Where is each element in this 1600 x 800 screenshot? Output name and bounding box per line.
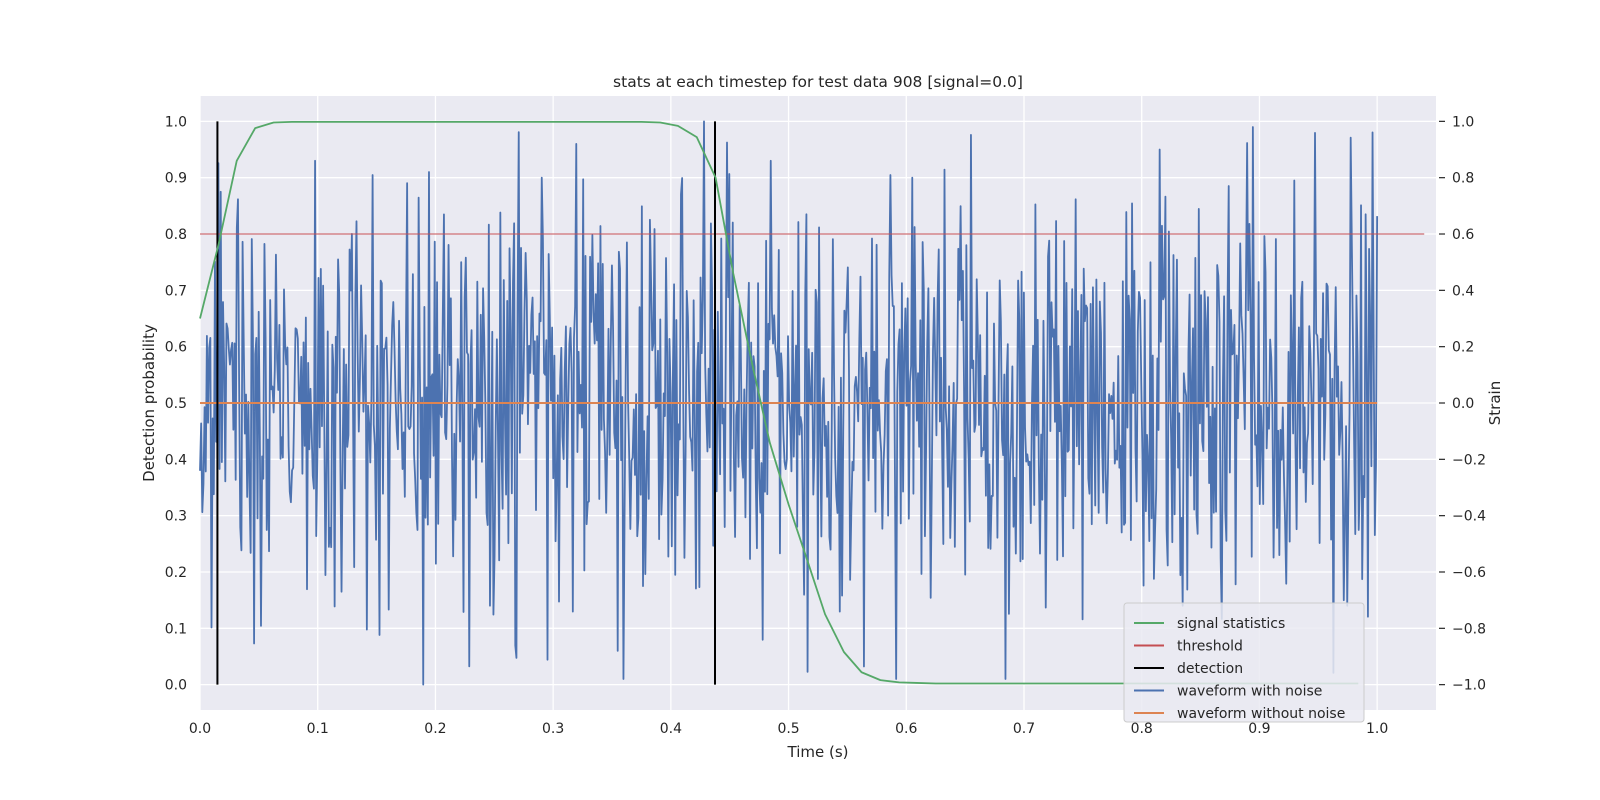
legend-label-detection: detection [1177,661,1243,677]
y-tick-label: 0.6 [165,340,187,356]
x-tick-label: 0.2 [424,721,446,737]
x-tick-label: 1.0 [1366,721,1388,737]
y-tick-label: 0.1 [165,621,187,637]
chart-title: stats at each timestep for test data 908… [613,73,1023,91]
legend-label-threshold: threshold [1177,639,1243,655]
y-tick-label: 0.4 [165,452,187,468]
legend-label-signal-statistics: signal statistics [1177,616,1285,632]
y-tick-label: 0.5 [165,396,187,412]
y2-tick-label: 0.2 [1452,340,1474,356]
y2-tick-label: −0.8 [1452,621,1486,637]
detection-lines [216,121,716,685]
y2-axis-ticks: −1.0 −0.8 −0.6 −0.4 −0.2 0.0 0.2 0.4 0.6 0.8 1.0 [1439,114,1486,694]
y2-tick-label: −0.6 [1452,565,1486,581]
x-tick-label: 0.1 [307,721,329,737]
y-tick-label: 0.7 [165,283,187,299]
x-axis-label: Time (s) [787,743,849,761]
y-tick-label: 0.3 [165,509,187,525]
x-tick-label: 0.9 [1248,721,1270,737]
y2-tick-label: −0.2 [1452,452,1486,468]
legend-label-waveform-with-noise: waveform with noise [1177,684,1322,700]
y2-tick-label: −0.4 [1452,509,1486,525]
y-axis-ticks: 0.0 0.1 0.2 0.3 0.4 0.5 0.6 0.7 0.8 0.9 1.0 [165,114,187,693]
legend-box [1123,602,1365,723]
x-tick-label: 0.3 [542,721,564,737]
y-tick-label: 1.0 [165,114,187,130]
y-axis-label: Detection probability [140,324,158,482]
x-tick-label: 0.6 [895,721,917,737]
y2-tick-label: −1.0 [1452,678,1486,694]
y2-tick-label: 0.4 [1452,283,1474,299]
signal-statistics-line [199,121,1359,685]
series-layer [199,120,1425,686]
x-tick-label: 0.8 [1131,721,1153,737]
y-tick-label: 0.0 [165,678,187,694]
y-tick-label: 0.2 [165,565,187,581]
y2-tick-label: 0.8 [1452,171,1474,187]
x-tick-label: 0.4 [660,721,682,737]
y-tick-label: 0.9 [165,171,187,187]
x-axis-ticks: 0.0 0.1 0.2 0.3 0.4 0.5 0.6 0.7 0.8 0.9 1.0 [189,721,1388,737]
legend-label-waveform-without-noise: waveform without noise [1177,706,1345,722]
y-tick-label: 0.8 [165,227,187,243]
x-tick-label: 0.5 [777,721,799,737]
legend: signal statistics threshold detection wavef… [1123,602,1365,723]
y2-axis-label: Strain [1486,381,1504,425]
y2-tick-label: 0.6 [1452,227,1474,243]
waveform-with-noise-line [199,120,1379,686]
x-tick-label: 0.7 [1013,721,1035,737]
y2-tick-label: 1.0 [1452,114,1474,130]
y2-tick-label: 0.0 [1452,396,1474,412]
x-tick-label: 0.0 [189,721,211,737]
